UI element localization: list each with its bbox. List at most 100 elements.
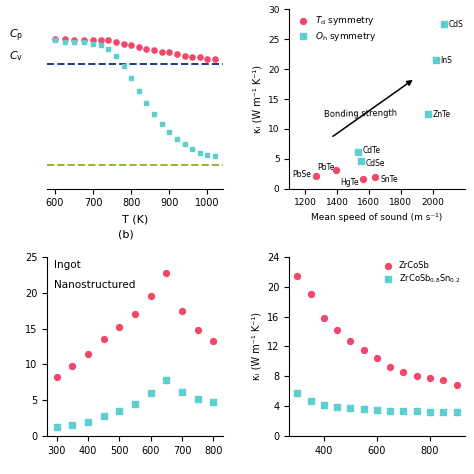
Point: [360, 175, 367, 183]
ZrCoSb: [307, 291, 314, 298]
Point: [194, 326, 201, 334]
Point: [440, 21, 447, 28]
Text: CdSe: CdSe: [365, 158, 385, 167]
Point: [173, 50, 181, 58]
Point: [53, 374, 61, 381]
Point: [173, 136, 181, 143]
Text: CdS: CdS: [448, 20, 464, 29]
Point: [210, 398, 217, 405]
ZrCoSb: [413, 373, 420, 380]
Point: [204, 151, 211, 158]
ZrCoSb$_{0.8}$Sn$_{0.2}$: [333, 403, 341, 411]
Point: [194, 395, 201, 402]
Text: $C_\mathrm{v}$: $C_\mathrm{v}$: [9, 49, 23, 63]
Y-axis label: κₗ (W m⁻¹ K⁻¹): κₗ (W m⁻¹ K⁻¹): [252, 312, 262, 381]
Point: [147, 292, 155, 300]
Text: PbTe: PbTe: [317, 163, 335, 172]
ZrCoSb: [360, 346, 367, 354]
Point: [181, 52, 188, 59]
Text: Bonding strength: Bonding strength: [324, 109, 397, 119]
ZrCoSb$_{0.8}$Sn$_{0.2}$: [307, 397, 314, 405]
Point: [204, 55, 211, 63]
X-axis label: Mean speed of sound (m s⁻¹): Mean speed of sound (m s⁻¹): [311, 213, 443, 222]
ZrCoSb: [333, 326, 341, 334]
Legend: ZrCoSb, ZrCoSb$_{0.8}$Sn$_{0.2}$: ZrCoSb, ZrCoSb$_{0.8}$Sn$_{0.2}$: [380, 261, 460, 285]
Point: [51, 35, 59, 42]
Point: [105, 45, 112, 53]
Point: [100, 336, 108, 343]
Point: [354, 148, 362, 155]
Point: [131, 310, 139, 318]
Point: [158, 48, 165, 56]
Point: [158, 120, 165, 128]
Point: [372, 173, 379, 181]
ZrCoSb$_{0.8}$Sn$_{0.2}$: [400, 408, 407, 415]
Point: [150, 110, 158, 118]
ZrCoSb: [373, 354, 381, 362]
Point: [178, 388, 186, 395]
Point: [211, 55, 219, 63]
ZrCoSb$_{0.8}$Sn$_{0.2}$: [453, 409, 460, 416]
ZrCoSb: [453, 382, 460, 389]
Point: [69, 362, 76, 370]
Point: [196, 54, 204, 61]
Text: HgTe: HgTe: [341, 178, 359, 187]
Point: [80, 36, 87, 44]
Text: Nanostructured: Nanostructured: [55, 280, 136, 290]
Point: [211, 153, 219, 160]
Point: [424, 110, 432, 118]
Point: [150, 46, 158, 54]
Point: [135, 43, 143, 51]
ZrCoSb$_{0.8}$Sn$_{0.2}$: [346, 405, 354, 412]
Text: $C_\mathrm{p}$: $C_\mathrm{p}$: [9, 27, 23, 44]
ZrCoSb: [400, 368, 407, 375]
ZrCoSb$_{0.8}$Sn$_{0.2}$: [320, 401, 328, 409]
Point: [61, 38, 68, 46]
ZrCoSb$_{0.8}$Sn$_{0.2}$: [360, 405, 367, 413]
Point: [312, 173, 320, 180]
Point: [84, 418, 92, 426]
Text: CdTe: CdTe: [363, 146, 381, 155]
Point: [128, 42, 135, 49]
Text: (b): (b): [118, 229, 134, 240]
Text: InS: InS: [441, 56, 453, 65]
Legend: $T_\mathrm{d}$ symmetry, $O_\mathrm{h}$ symmetry: $T_\mathrm{d}$ symmetry, $O_\mathrm{h}$ …: [294, 14, 376, 43]
Point: [80, 38, 87, 46]
Point: [69, 421, 76, 429]
ZrCoSb: [386, 363, 394, 370]
Point: [51, 36, 59, 44]
ZrCoSb$_{0.8}$Sn$_{0.2}$: [386, 407, 394, 414]
Point: [100, 412, 108, 420]
ZrCoSb: [320, 314, 328, 322]
Point: [147, 389, 155, 397]
Point: [105, 36, 112, 44]
Point: [97, 36, 105, 44]
Point: [97, 42, 105, 49]
Point: [178, 307, 186, 314]
ZrCoSb$_{0.8}$Sn$_{0.2}$: [426, 409, 434, 416]
Point: [188, 146, 196, 153]
Point: [143, 45, 150, 53]
Point: [116, 323, 123, 331]
Y-axis label: κₗ (W m⁻¹ K⁻¹): κₗ (W m⁻¹ K⁻¹): [253, 65, 263, 133]
Point: [120, 62, 128, 70]
Point: [84, 350, 92, 357]
ZrCoSb: [439, 376, 447, 384]
Point: [143, 100, 150, 107]
Point: [196, 149, 204, 157]
Point: [163, 376, 170, 384]
Point: [210, 337, 217, 345]
Point: [135, 88, 143, 95]
ZrCoSb$_{0.8}$Sn$_{0.2}$: [293, 389, 301, 397]
ZrCoSb: [346, 337, 354, 345]
Point: [432, 56, 439, 64]
Point: [357, 157, 365, 165]
ZrCoSb: [293, 272, 301, 279]
Point: [163, 269, 170, 276]
Point: [332, 166, 340, 173]
Text: SnTe: SnTe: [380, 174, 398, 183]
Text: PbSe: PbSe: [292, 170, 311, 179]
Point: [188, 54, 196, 61]
Point: [131, 400, 139, 408]
Point: [165, 48, 173, 56]
